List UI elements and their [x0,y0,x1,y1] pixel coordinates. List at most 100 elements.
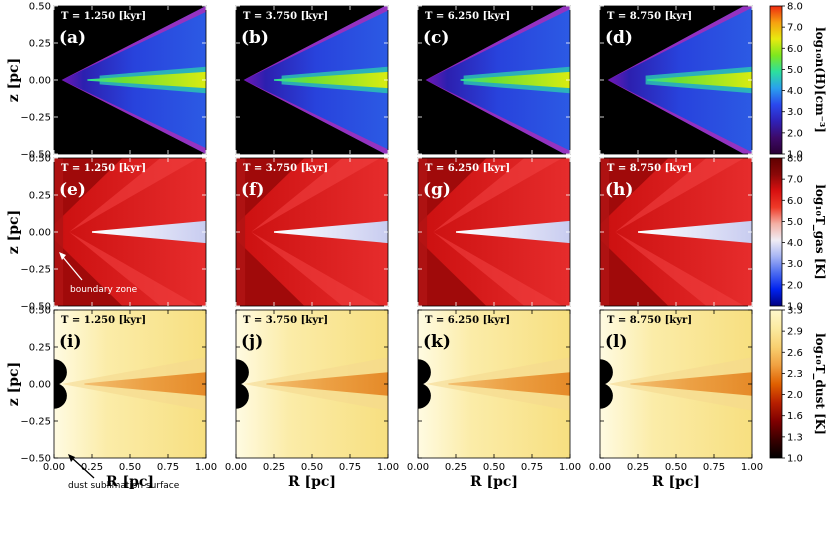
panel-2-3: T = 8.750 [kyr] (l) 0.00 0.25 0.50 0.75 1.00 R … [589,309,763,490]
panel-label: (i) [59,332,82,352]
colorbar-tick-label: 4.0 [787,238,803,249]
colorbar-1: 8.0 7.0 6.0 5.0 4.0 3.0 2.0 1.0 log₁₀T_gas [K] [769,154,827,313]
y-tick-label: 0.25 [29,39,51,50]
colorbar-tick-label: 2.0 [787,390,803,401]
colorbar-label: log₁₀n(H)[cm⁻³] [813,27,827,133]
y-tick-label: 0.25 [29,343,51,354]
colorbar-tick-label: 6.0 [787,196,803,207]
y-tick-label: −0.25 [20,417,51,428]
y-tick-label: 0.50 [29,306,51,317]
dense-disk [460,71,570,89]
panel-label: (e) [59,180,86,200]
sublimation-lobe-lower [236,382,249,409]
annotations-group: boundary zone dust sublimation surface [59,252,180,491]
panel-label: (j) [241,332,263,352]
panel-2-1: T = 3.750 [kyr] (j) 0.00 0.25 0.50 0.75 1.00 R … [225,309,399,490]
panel-label: (l) [605,332,628,352]
colorbar-label: log₁₀T_dust [K] [812,333,827,435]
annotation-arrow-head [59,252,66,260]
panel-1-2: T = 6.250 [kyr] (g) [417,157,571,307]
x-tick-label: 0.25 [627,462,649,473]
colorbar-tick-label: 1.0 [787,302,803,313]
x-tick-label: 0.75 [157,462,179,473]
x-tick-label: 0.00 [407,462,429,473]
y-axis-label: z [pc] [6,210,22,254]
colorbars-group: 8.0 7.0 6.0 5.0 4.0 3.0 2.0 1.0 log₁₀n(H)[cm⁻³] 8… [769,2,827,465]
panel-time: T = 1.250 [kyr] [61,163,146,174]
colorbar-tick-label: 1.3 [787,432,803,443]
x-tick-label: 1.00 [741,462,763,473]
fan-edge-upper [607,6,752,80]
panel-0-3: T = 8.750 [kyr] (d) [599,5,753,155]
panel-label: (c) [423,28,449,48]
y-tick-label: 0.25 [29,191,51,202]
panel-time: T = 6.250 [kyr] [425,11,510,22]
colorbar-tick-label: 5.0 [787,217,803,228]
x-axis-label: R [pc] [288,474,336,490]
dense-disk [87,71,206,89]
x-axis-label: R [pc] [106,474,154,490]
colorbar-tick-label: 2.3 [787,369,803,380]
sublimation-lobe-lower [54,382,67,409]
colorbar-2: 3.3 2.9 2.6 2.3 2.0 1.6 1.3 1.0 log₁₀T_dust [K] [769,306,827,465]
y-tick-label: 0.00 [29,228,51,239]
fan-edge-lower [607,80,752,154]
annotation-arrow-line [71,457,95,479]
panel-0-2: T = 6.250 [kyr] (c) [417,5,571,155]
panel-1-1: T = 3.750 [kyr] (f) [235,157,389,307]
x-tick-label: 0.50 [119,462,141,473]
panel-label: (d) [605,28,633,48]
x-tick-label: 0.00 [43,462,65,473]
colorbar-tick-label: 5.0 [787,65,803,76]
x-tick-label: 0.50 [483,462,505,473]
x-tick-label: 0.75 [521,462,543,473]
panel-time: T = 8.750 [kyr] [607,11,692,22]
colorbar-tick-label: 2.0 [787,280,803,291]
panel-0-1: T = 3.750 [kyr] (b) [235,5,389,155]
boundary-zone-strip [236,158,246,306]
cool-disk [638,220,752,244]
cool-disk [92,220,206,244]
y-axis-label: z [pc] [6,362,22,406]
colorbar-tick-label: 6.0 [787,44,803,55]
panel-time: T = 6.250 [kyr] [425,315,510,326]
colorbar-tick-label: 7.0 [787,23,803,34]
x-tick-label: 0.00 [225,462,247,473]
colorbar-label: log₁₀T_gas [K] [812,184,827,279]
y-tick-label: −0.25 [20,113,51,124]
y-tick-label: −0.50 [20,454,51,465]
panel-1-3: T = 8.750 [kyr] (h) [599,157,753,307]
y-tick-label: −0.50 [20,150,51,161]
dense-disk [647,71,752,89]
x-tick-label: 0.25 [81,462,103,473]
panel-label: (h) [605,180,633,200]
dust-disk [266,372,388,396]
boundary-zone-strip [418,158,428,306]
colorbar-tick-label: 8.0 [787,2,803,13]
colorbar-tick-label: 3.0 [787,259,803,270]
panel-time: T = 3.750 [kyr] [243,315,328,326]
panel-label: (g) [423,180,451,200]
dust-disk [448,372,570,396]
y-tick-label: 0.50 [29,154,51,165]
panel-2-0: T = 1.250 [kyr] (i) 0.50 0.25 0.00 −0.25 −0.50… [6,306,217,491]
panel-2-2: T = 6.250 [kyr] (k) 0.00 0.25 0.50 0.75 1.00 R … [407,309,581,490]
x-tick-label: 0.00 [589,462,611,473]
panel-label: (f) [241,180,264,200]
x-tick-label: 0.50 [665,462,687,473]
colorbar-tick-label: 8.0 [787,154,803,165]
colorbar-tick-label: 1.6 [787,411,803,422]
panel-time: T = 3.750 [kyr] [243,11,328,22]
colorbar-tick-label: 1.0 [787,150,803,161]
outflow-streak-lower [69,232,199,306]
x-axis-label: R [pc] [470,474,518,490]
boundary-zone-strip [600,158,610,306]
x-tick-label: 1.00 [559,462,581,473]
x-tick-label: 0.50 [301,462,323,473]
fan-edge-upper [243,6,388,80]
colorbar-tick-label: 4.0 [787,86,803,97]
panel-time: T = 1.250 [kyr] [61,11,146,22]
fan-edge-upper [425,6,570,80]
outflow-streak-upper [69,158,199,232]
colorbar-tick-label: 3.0 [787,107,803,118]
